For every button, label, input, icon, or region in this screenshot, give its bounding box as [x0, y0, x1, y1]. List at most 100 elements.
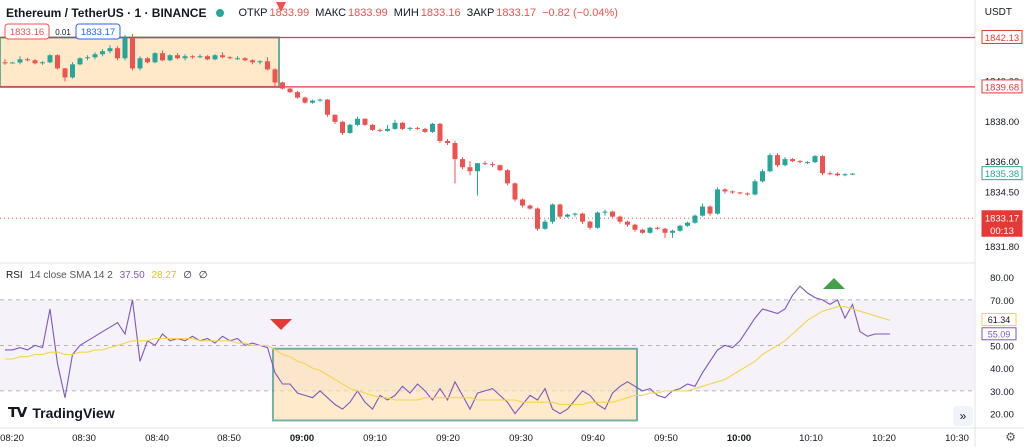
- buy-button: [75, 23, 121, 40]
- candle-body: [257, 61, 263, 63]
- candle-body: [490, 164, 495, 166]
- candle-body: [460, 159, 465, 168]
- tradingview-logo: 𝗧𝗩 TradingView: [8, 404, 115, 421]
- candle-body: [662, 228, 668, 233]
- candle-body: [722, 189, 728, 192]
- price-label-box: [981, 29, 1023, 44]
- rsi-legend[interactable]: RSI 14 close SMA 14 2 37.50 28.27 ∅ ∅: [6, 270, 211, 281]
- candle-body: [670, 230, 675, 233]
- candle-body: [160, 53, 165, 61]
- symbol-title[interactable]: Ethereum / TetherUS · 1 · BINANCE: [6, 6, 207, 20]
- candle-body: [632, 224, 638, 230]
- candle-body: [152, 53, 158, 63]
- time-tick: 09:40: [581, 433, 605, 444]
- rsi-line: [5, 285, 890, 415]
- time-tick: 10:30: [945, 433, 969, 444]
- buy-signal-icon: [823, 278, 845, 289]
- candle-body: [250, 60, 255, 63]
- candle-body: [190, 56, 195, 58]
- candle-body: [32, 60, 38, 64]
- candle-body: [362, 118, 368, 125]
- candle-body: [730, 191, 735, 193]
- sell-signal-icon: [270, 319, 292, 330]
- candle-body: [550, 204, 555, 222]
- candle-body: [445, 140, 450, 143]
- candle-body: [617, 216, 623, 222]
- candle-body: [842, 174, 848, 176]
- change-value: −0.82 (−0.04%): [542, 7, 618, 19]
- candle-body: [122, 38, 128, 59]
- time-tick: 09:20: [436, 433, 460, 444]
- no-symbol-icon: ∅: [183, 270, 192, 281]
- rsi-sma-value: 28.27: [151, 270, 177, 281]
- price-tick: 1831.80: [985, 242, 1019, 253]
- currency-selector[interactable]: USDT: [984, 7, 1012, 18]
- time-tick: 09:10: [363, 433, 387, 444]
- rsi-name: RSI: [6, 270, 23, 281]
- candle-body: [677, 225, 683, 231]
- candle-body: [175, 55, 180, 59]
- rsi-tick: 30.00: [990, 387, 1014, 398]
- candle-body: [767, 155, 773, 172]
- candle-body: [317, 99, 323, 101]
- candle-body: [17, 59, 23, 63]
- sell-button: [4, 23, 50, 40]
- candle-body: [347, 124, 353, 133]
- rsi-params: 14 close SMA 14 2: [29, 270, 113, 281]
- candle-body: [40, 62, 45, 64]
- price-label: 1842.13: [985, 33, 1019, 44]
- candle-body: [370, 124, 375, 130]
- price-tick: 1838.00: [985, 117, 1019, 128]
- candle-body: [295, 92, 300, 98]
- candle-body: [137, 58, 143, 69]
- rsi-tick: 20.00: [990, 410, 1014, 421]
- price-label: 1839.68: [985, 82, 1019, 93]
- candle-body: [385, 128, 390, 131]
- candle-body: [760, 171, 765, 182]
- no-symbol-icon: ∅: [198, 270, 208, 281]
- candle-body: [10, 62, 15, 64]
- candle-body: [707, 206, 713, 214]
- candle-body: [332, 114, 338, 122]
- candle-body: [167, 55, 173, 61]
- candle-body: [220, 55, 225, 58]
- candle-body: [205, 56, 210, 60]
- rsi-label-box: [981, 313, 1017, 327]
- candle-body: [55, 55, 60, 69]
- candle-body: [700, 206, 705, 216]
- rsi-label-box: [981, 327, 1017, 341]
- price-label: 1833.17: [985, 213, 1019, 224]
- candle-body: [505, 170, 510, 184]
- time-tick: 10:00: [727, 433, 751, 444]
- candle-body: [640, 229, 645, 233]
- candle-body: [737, 192, 743, 194]
- high-label: МАКС: [315, 7, 347, 19]
- candle-body: [812, 156, 818, 163]
- candle-body: [745, 193, 750, 195]
- candle-body: [565, 214, 570, 217]
- rsi-tick: 80.00: [990, 273, 1014, 284]
- candle-body: [287, 88, 293, 93]
- price-label-box: [981, 222, 1023, 237]
- candle-body: [850, 173, 855, 175]
- candle-body: [197, 56, 203, 58]
- time-tick: 08:20: [0, 433, 24, 444]
- candle-body: [377, 129, 383, 131]
- candle-body: [400, 122, 405, 129]
- expand-icon[interactable]: »: [953, 406, 973, 426]
- price-tick: 1834.50: [985, 187, 1019, 198]
- candle-body: [512, 183, 518, 200]
- candle-body: [407, 127, 413, 129]
- candle-body: [77, 58, 83, 65]
- candle-body: [415, 127, 420, 129]
- candle-body: [325, 99, 330, 115]
- high-value: 1833.99: [348, 7, 388, 19]
- price-tick: 1836.00: [985, 157, 1019, 168]
- rsi-sma-line: [5, 306, 891, 406]
- time-tick: 09:30: [509, 433, 533, 444]
- candle-body: [827, 173, 833, 175]
- candle-body: [790, 159, 795, 162]
- candle-body: [580, 213, 585, 222]
- gear-icon[interactable]: ⚙: [1005, 430, 1016, 444]
